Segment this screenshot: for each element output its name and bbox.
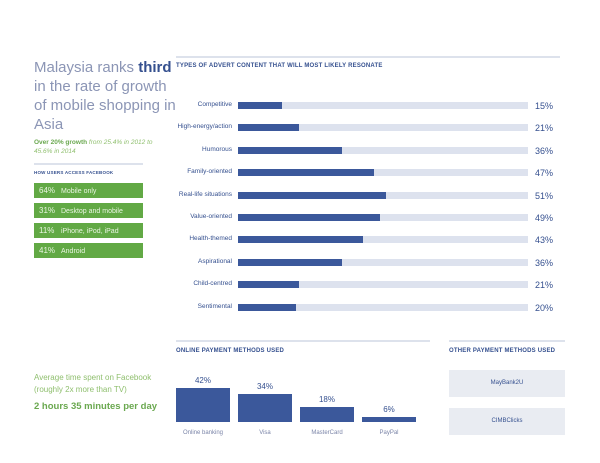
- bar-value-label: 21%: [535, 280, 554, 291]
- bar: [238, 146, 343, 154]
- bar-track: [238, 258, 528, 266]
- bar: [238, 394, 292, 422]
- access-item: 11% iPhone, iPod, iPad: [34, 223, 143, 238]
- bar-value-label: 34%: [256, 382, 273, 392]
- access-pct: 64%: [39, 186, 56, 195]
- bar-track: [238, 281, 528, 289]
- bar-track: [238, 303, 528, 311]
- bar-category-label: PayPal: [379, 430, 399, 436]
- bar: [238, 169, 375, 177]
- bar-category-label: Real-life situations: [178, 190, 232, 198]
- bar-category-label: Child-centred: [193, 280, 232, 288]
- bar-category-label: MasterCard: [311, 430, 343, 436]
- payment-chart-title: ONLINE PAYMENT METHODS USED: [176, 348, 285, 354]
- bar: [238, 258, 343, 266]
- bar: [300, 407, 354, 422]
- bar-value-label: 21%: [535, 123, 554, 134]
- access-item: 31% Desktop and mobile: [34, 203, 143, 218]
- bar-track: [238, 214, 528, 221]
- other-payment-item: CIMBClicks: [449, 408, 565, 435]
- access-pct: 11%: [39, 226, 55, 235]
- access-label: Desktop and mobile: [61, 208, 123, 215]
- time-value: 2 hours 35 minutes per day: [34, 401, 158, 412]
- bar-category-label: Value-oriented: [190, 213, 232, 220]
- bar-category-label: High-energy/action: [177, 123, 232, 131]
- left-column: Malaysia ranks third in the rate of grow…: [34, 58, 179, 258]
- bar-category-label: Health-themed: [189, 235, 232, 243]
- bar-value-label: 20%: [535, 302, 554, 313]
- divider: [176, 340, 430, 342]
- bar-track: [238, 124, 528, 132]
- bar-category-label: Humorous: [202, 145, 232, 153]
- access-item: 41% Android: [34, 243, 143, 258]
- bar-value-label: 42%: [194, 375, 211, 385]
- bar-track: [238, 146, 528, 154]
- time-spent: Average time spent on Facebook (roughly …: [34, 372, 164, 413]
- time-text: Average time spent on Facebook (roughly …: [34, 373, 152, 394]
- bar-category-label: Family-oriented: [187, 168, 232, 176]
- bar: [238, 303, 296, 311]
- bar: [238, 102, 282, 109]
- access-label: Android: [61, 248, 86, 255]
- access-pct: 31%: [39, 206, 56, 215]
- access-pct: 41%: [39, 246, 56, 255]
- other-payment-item: MayBank2U: [449, 370, 565, 397]
- bar: [362, 417, 416, 422]
- access-item: 64% Mobile only: [34, 183, 143, 198]
- bar-value-label: 36%: [535, 257, 554, 268]
- bar-value-label: 36%: [535, 145, 554, 156]
- bar-value-label: 47%: [535, 168, 554, 179]
- headline: Malaysia ranks third in the rate of grow…: [34, 59, 176, 133]
- divider: [449, 340, 565, 342]
- divider: [34, 163, 143, 165]
- other-payment-title: OTHER PAYMENT METHODS USED: [449, 348, 556, 354]
- growth-note: Over 20% growth from 25.4% in 2012 to 45…: [34, 139, 153, 155]
- bar-value-label: 43%: [535, 235, 554, 246]
- bar: [238, 281, 299, 289]
- bar: [238, 191, 386, 199]
- bar-value-label: 15%: [535, 101, 554, 111]
- bar: [238, 214, 381, 221]
- bar-value-label: 18%: [318, 395, 335, 405]
- bar-category-label: Competitive: [197, 101, 232, 108]
- advert-chart-title: TYPES OF ADVERT CONTENT THAT WILL MOST L…: [176, 63, 383, 69]
- bar-value-label: 51%: [535, 190, 554, 201]
- bar: [238, 236, 363, 244]
- bar: [176, 387, 230, 422]
- bar-category-label: Visa: [259, 430, 271, 436]
- access-label: iPhone, iPod, iPad: [61, 228, 119, 235]
- access-label: Mobile only: [61, 188, 97, 195]
- divider: [176, 56, 560, 58]
- bar-category-label: Online banking: [182, 430, 224, 436]
- bar-value-label: 49%: [535, 213, 554, 223]
- bar: [238, 124, 299, 132]
- bar-category-label: Aspirational: [198, 257, 232, 265]
- bar-track: [238, 169, 528, 177]
- bar-track: [238, 102, 528, 109]
- bar-track: [238, 236, 528, 244]
- bar-value-label: 6%: [383, 405, 395, 415]
- bar-category-label: Sentimental: [197, 302, 232, 310]
- access-title: HOW USERS ACCESS FACEBOOK: [34, 170, 114, 175]
